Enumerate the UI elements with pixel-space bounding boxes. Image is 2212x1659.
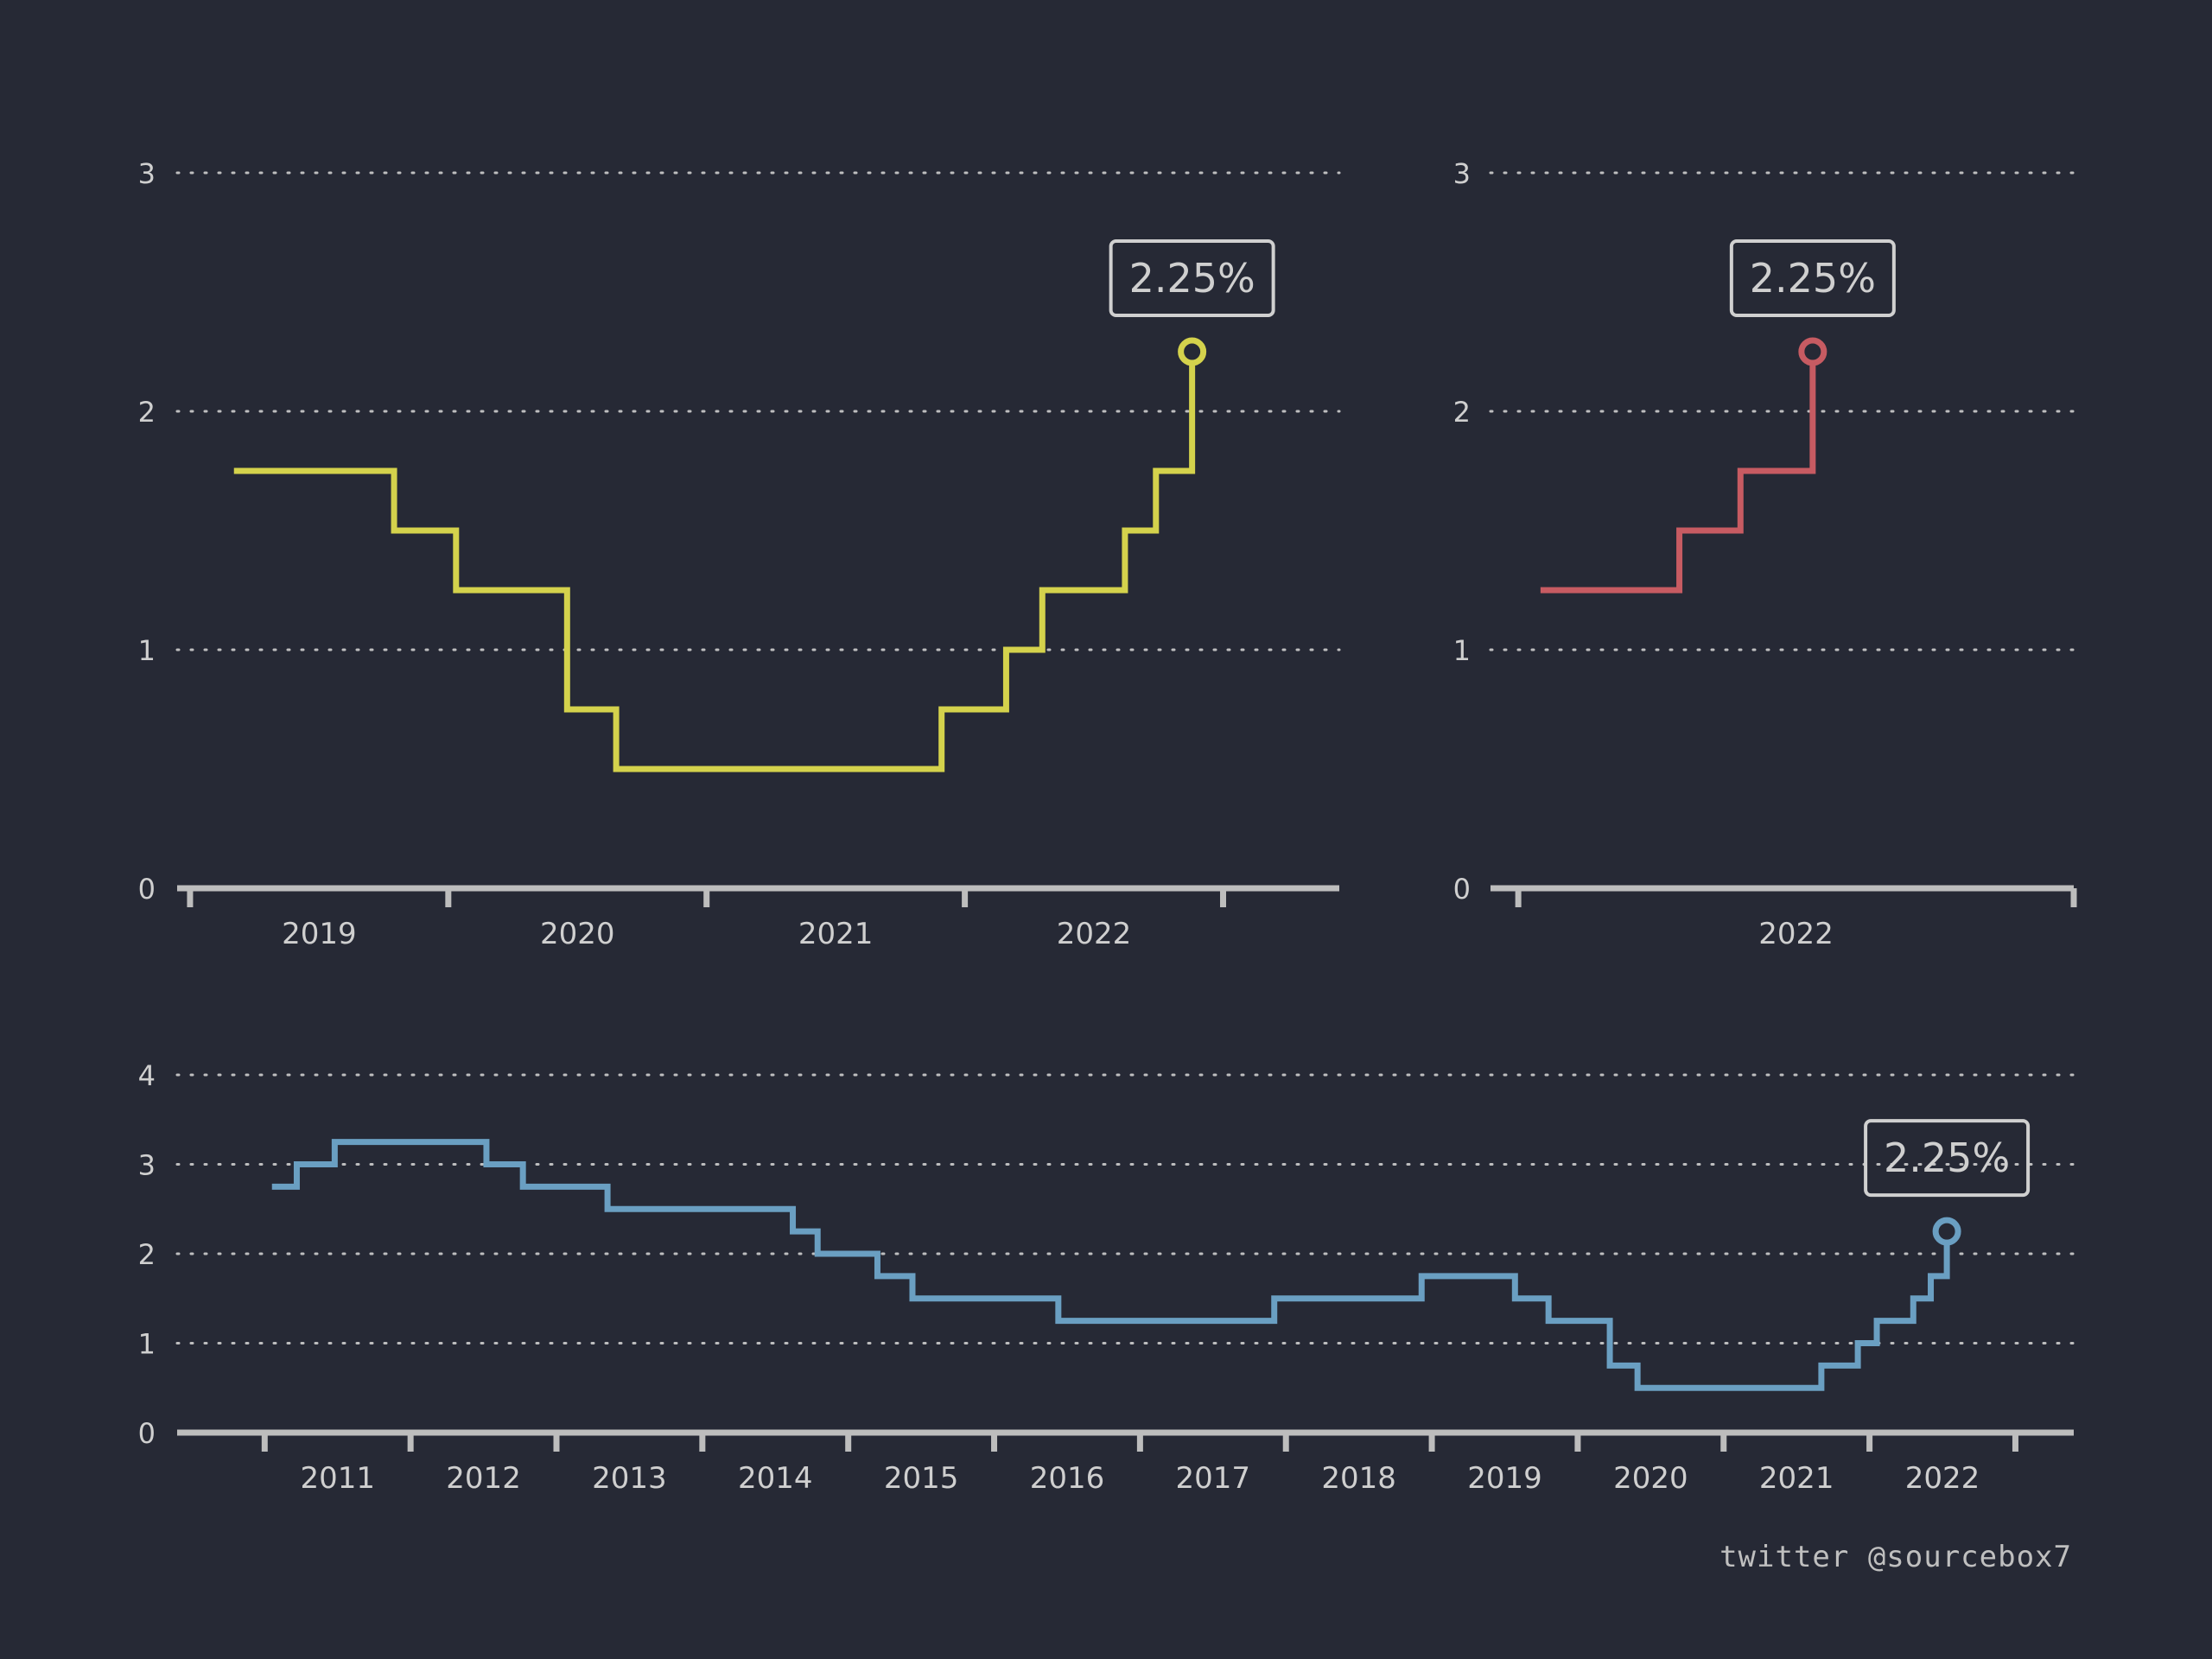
x-tick-label: 2022 (1057, 917, 1132, 951)
value-callout-label: 2.25% (1750, 255, 1876, 302)
end-point-marker (1932, 1217, 1961, 1246)
y-tick-label: 4 (138, 1059, 156, 1092)
y-tick-label: 0 (1453, 873, 1471, 906)
x-tick-label: 2018 (1321, 1461, 1396, 1496)
y-tick-label: 0 (138, 1417, 156, 1450)
series-line (271, 1139, 1950, 1391)
y-tick-label: 3 (1453, 157, 1471, 190)
value-callout-label: 2.25% (1884, 1135, 2010, 1181)
end-point-marker (1178, 337, 1207, 366)
x-tick-label: 2017 (1176, 1461, 1251, 1496)
x-tick-label: 2011 (300, 1461, 375, 1496)
x-tick-label: 2019 (1467, 1461, 1542, 1496)
x-tick-label: 2020 (540, 917, 615, 951)
x-tick-label: 2022 (1758, 917, 1834, 951)
x-tick-label: 2021 (1759, 1461, 1834, 1496)
x-tick-label: 2022 (1905, 1461, 1980, 1496)
credit-text: twitter @sourcebox7 (1719, 1540, 2072, 1574)
series-line (233, 352, 1196, 772)
x-tick-label: 2020 (1613, 1461, 1688, 1496)
chart-1: 0 1 2 3 2019 2020 2021 2022 2.25% (138, 157, 1341, 951)
chart-3: 0 1 2 3 4 2011 2012 2013 2014 2015 2016 2017 2018 201… (138, 1059, 2075, 1496)
value-callout-box (1109, 239, 1275, 317)
y-tick-label: 3 (138, 1149, 156, 1182)
y-tick-label: 1 (138, 1328, 156, 1361)
x-tick-label: 2016 (1030, 1461, 1105, 1496)
end-point-marker (1798, 337, 1827, 366)
value-callout-box (1864, 1119, 2031, 1198)
value-callout-label: 2.25% (1129, 255, 1255, 302)
x-tick-label: 2021 (798, 917, 874, 951)
x-tick-label: 2014 (738, 1461, 813, 1496)
chart-2: 0 1 2 3 2022 2.25% (1453, 157, 2077, 951)
y-tick-label: 2 (138, 396, 156, 429)
x-tick-label: 2019 (282, 917, 357, 951)
series-line (1540, 352, 1816, 594)
y-tick-label: 0 (138, 873, 156, 906)
x-tick-label: 2012 (446, 1461, 521, 1496)
y-tick-label: 3 (138, 157, 156, 190)
y-tick-label: 2 (138, 1238, 156, 1271)
x-tick-label: 2015 (884, 1461, 959, 1496)
y-tick-label: 1 (1453, 634, 1471, 667)
y-tick-label: 1 (138, 634, 156, 667)
value-callout-box (1729, 239, 1896, 317)
y-tick-label: 2 (1453, 396, 1471, 429)
x-tick-label: 2013 (592, 1461, 667, 1496)
